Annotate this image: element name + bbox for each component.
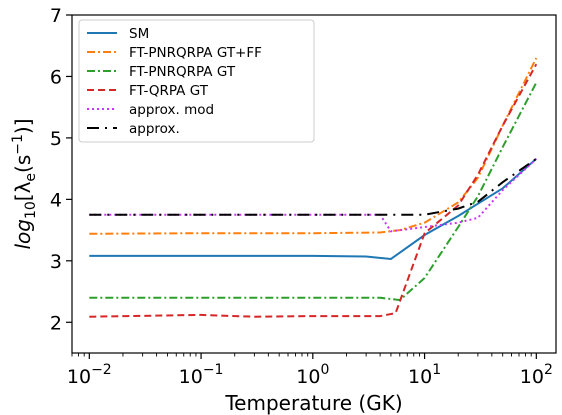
legend-label: FT-PNRQRPA GT+FF — [129, 45, 262, 61]
series-lines — [89, 57, 538, 318]
x-tick-label: 100 — [296, 362, 329, 388]
series-line-3 — [89, 82, 538, 302]
y-title-sup: −1 — [10, 134, 26, 155]
legend-label: approx. mod — [129, 102, 214, 118]
legend: SM FT-PNRQRPA GT+FF FT-PNRQRPA GT FT-QRPA G… — [78, 19, 315, 143]
y-axis: 2 3 4 5 6 7 — [50, 5, 72, 334]
series-line-4 — [89, 63, 538, 318]
y-tick-label: 7 — [50, 5, 62, 27]
y-axis-title: log10[λe(s−1)] — [10, 118, 39, 249]
y-tick-label: 4 — [50, 189, 62, 211]
legend-label: FT-PNRQRPA GT — [129, 64, 236, 80]
x-axis: 10−2 10−1 100 101 102 — [67, 353, 553, 388]
x-tick-label: 10−1 — [179, 362, 224, 388]
y-title-mid: [λ — [11, 181, 35, 201]
series-line-5 — [89, 158, 537, 233]
series-line-1 — [89, 158, 537, 261]
y-title-sub2: e — [23, 173, 39, 182]
legend-label: FT-QRPA GT — [129, 83, 209, 99]
legend-box — [78, 19, 315, 143]
y-title-close: )] — [11, 118, 35, 134]
series-line-6 — [89, 157, 537, 216]
y-tick-label: 2 — [50, 312, 62, 334]
axes-frame — [71, 14, 557, 354]
y-tick-label: 5 — [50, 128, 62, 150]
legend-label: SM — [129, 26, 149, 42]
x-tick-label: 10−2 — [67, 362, 112, 388]
y-tick-label: 6 — [50, 66, 62, 88]
x-tick-label: 102 — [520, 362, 553, 388]
y-title-lead: log — [11, 219, 35, 250]
legend-label: approx. — [129, 121, 180, 137]
y-title-sub: 10 — [23, 201, 39, 219]
y-tick-label: 3 — [50, 251, 62, 273]
x-axis-title: Temperature (GK) — [224, 391, 402, 415]
y-title-open: (s — [11, 155, 35, 173]
x-tick-label: 101 — [408, 362, 441, 388]
